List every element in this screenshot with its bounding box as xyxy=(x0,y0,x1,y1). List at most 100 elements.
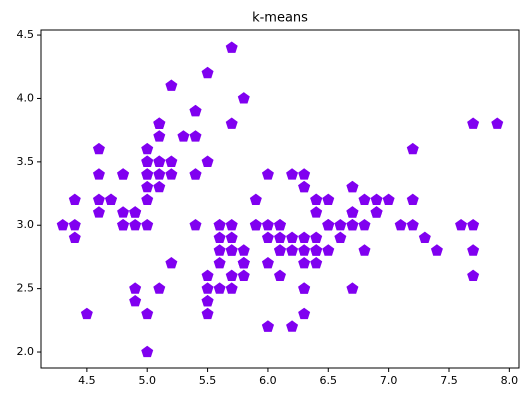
point xyxy=(201,155,214,167)
point xyxy=(298,180,311,193)
point xyxy=(430,244,443,256)
point xyxy=(261,231,274,244)
point xyxy=(225,244,238,256)
point xyxy=(189,104,202,117)
plot-frame xyxy=(40,29,520,369)
point xyxy=(249,193,262,205)
point xyxy=(358,244,371,256)
point xyxy=(382,193,395,205)
point xyxy=(141,142,154,155)
point xyxy=(261,320,274,332)
point xyxy=(298,231,311,244)
point xyxy=(201,295,214,307)
point xyxy=(117,206,130,218)
point xyxy=(213,218,226,231)
y-tick-label: 4.0 xyxy=(17,91,35,104)
point xyxy=(322,218,335,231)
point xyxy=(334,218,347,231)
point xyxy=(237,244,250,256)
point xyxy=(370,206,383,218)
point xyxy=(153,180,166,193)
x-tick-label: 8.0 xyxy=(501,374,519,387)
point xyxy=(286,244,299,256)
x-tick-label: 7.5 xyxy=(440,374,458,387)
point xyxy=(177,130,190,142)
point xyxy=(165,155,178,167)
point xyxy=(467,218,480,231)
point xyxy=(129,282,142,294)
point xyxy=(225,269,238,282)
point xyxy=(129,218,142,231)
point xyxy=(80,307,93,320)
point xyxy=(418,231,431,244)
point xyxy=(467,269,480,282)
y-tick-label: 2.0 xyxy=(17,345,35,358)
point xyxy=(334,231,347,244)
point xyxy=(165,79,178,91)
point xyxy=(189,218,202,231)
point xyxy=(455,218,468,231)
point xyxy=(358,193,371,205)
point xyxy=(298,168,311,180)
y-tick-label: 4.5 xyxy=(17,28,35,41)
point xyxy=(249,218,262,231)
x-tick-label: 5.5 xyxy=(199,374,217,387)
point xyxy=(310,193,323,205)
point xyxy=(213,231,226,244)
point xyxy=(298,244,311,256)
point xyxy=(189,130,202,142)
x-tick-label: 5.0 xyxy=(138,374,156,387)
point xyxy=(153,282,166,294)
point xyxy=(141,180,154,193)
point xyxy=(346,282,359,294)
point xyxy=(237,269,250,282)
point xyxy=(310,244,323,256)
point xyxy=(141,307,154,320)
point xyxy=(322,193,335,205)
point xyxy=(298,256,311,269)
point xyxy=(68,193,81,205)
point xyxy=(322,244,335,256)
point xyxy=(225,117,238,129)
point xyxy=(225,231,238,244)
point xyxy=(286,231,299,244)
x-tick-label: 6.5 xyxy=(320,374,338,387)
point xyxy=(153,130,166,142)
point xyxy=(358,218,371,231)
point xyxy=(286,320,299,332)
x-tick-label: 7.0 xyxy=(380,374,398,387)
x-tick-label: 4.5 xyxy=(78,374,96,387)
point xyxy=(406,218,419,231)
point xyxy=(68,231,81,244)
point xyxy=(346,206,359,218)
point xyxy=(201,269,214,282)
point xyxy=(153,168,166,180)
point xyxy=(117,168,130,180)
point xyxy=(467,117,480,129)
point xyxy=(92,206,105,218)
point xyxy=(201,282,214,294)
point xyxy=(261,218,274,231)
point xyxy=(189,168,202,180)
point xyxy=(298,282,311,294)
point xyxy=(237,256,250,269)
point xyxy=(237,92,250,104)
point xyxy=(165,256,178,269)
point xyxy=(225,282,238,294)
point xyxy=(274,244,286,256)
point xyxy=(153,155,166,167)
point xyxy=(141,155,154,167)
point xyxy=(213,244,226,256)
point xyxy=(370,193,383,205)
point xyxy=(491,117,504,129)
y-tick-label: 3.0 xyxy=(17,218,35,231)
y-tick-label: 3.5 xyxy=(17,155,35,168)
point xyxy=(117,218,130,231)
point xyxy=(346,180,359,193)
point xyxy=(92,142,105,155)
point xyxy=(225,218,238,231)
point xyxy=(92,168,105,180)
point xyxy=(467,244,480,256)
